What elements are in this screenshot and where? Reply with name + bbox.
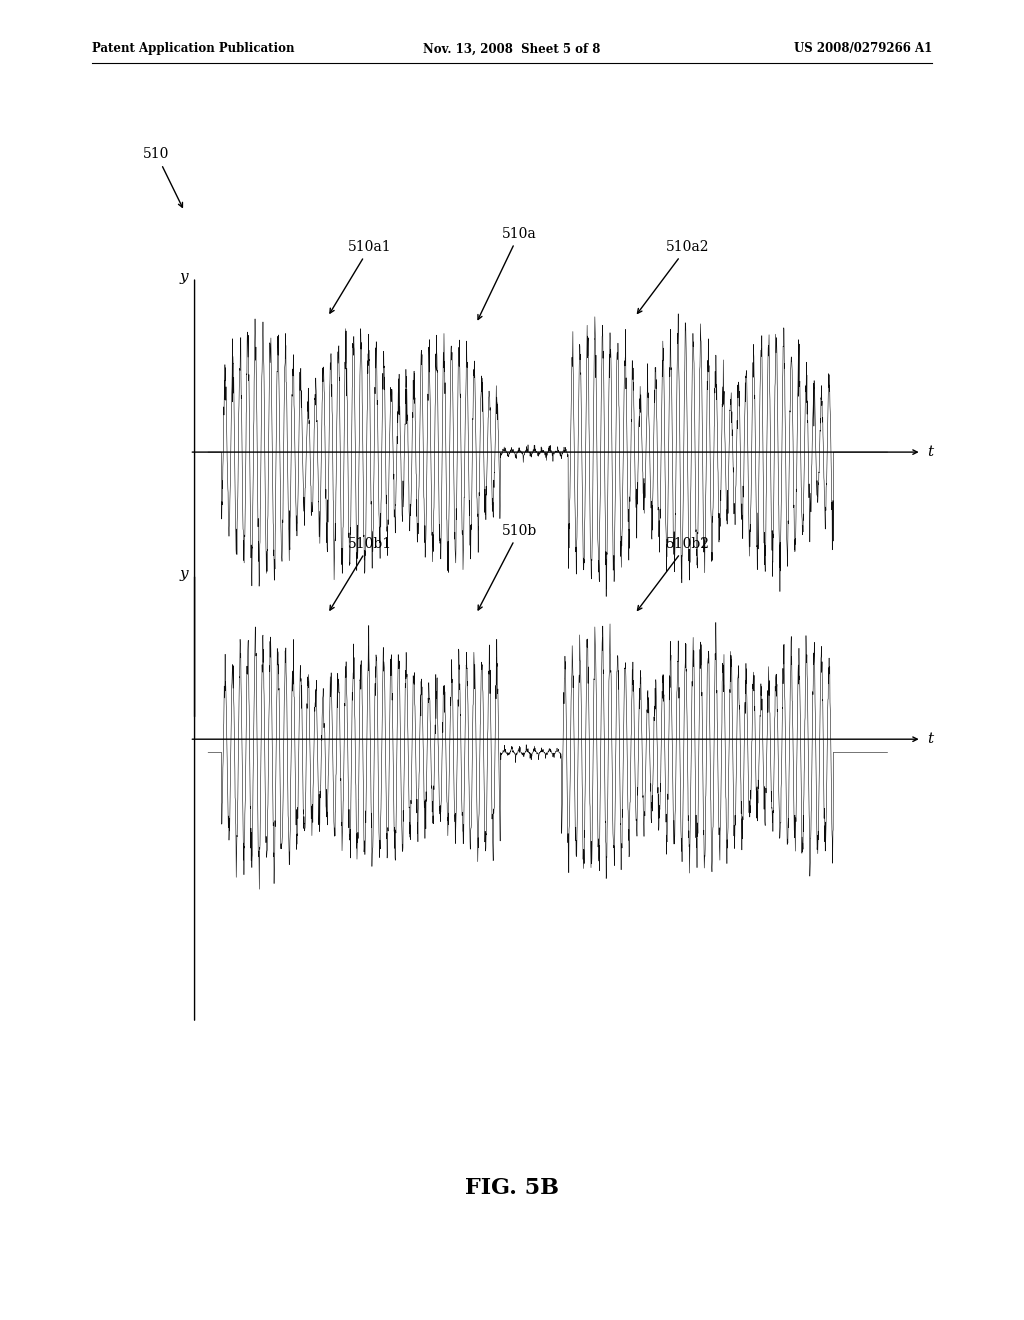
Text: t: t [927,445,933,459]
Text: 510a2: 510a2 [638,240,709,313]
Text: 510b: 510b [478,524,537,610]
Text: t: t [927,733,933,746]
Text: 510a: 510a [478,227,537,319]
Text: 510a1: 510a1 [330,240,392,313]
Text: 510b2: 510b2 [638,537,710,610]
Text: US 2008/0279266 A1: US 2008/0279266 A1 [794,42,932,55]
Text: 510b1: 510b1 [330,537,392,610]
Text: Nov. 13, 2008  Sheet 5 of 8: Nov. 13, 2008 Sheet 5 of 8 [423,42,601,55]
Text: FIG. 5B: FIG. 5B [465,1177,559,1199]
Text: y: y [180,269,188,284]
Text: y: y [180,566,188,581]
Text: 510: 510 [143,148,182,207]
Text: Patent Application Publication: Patent Application Publication [92,42,295,55]
